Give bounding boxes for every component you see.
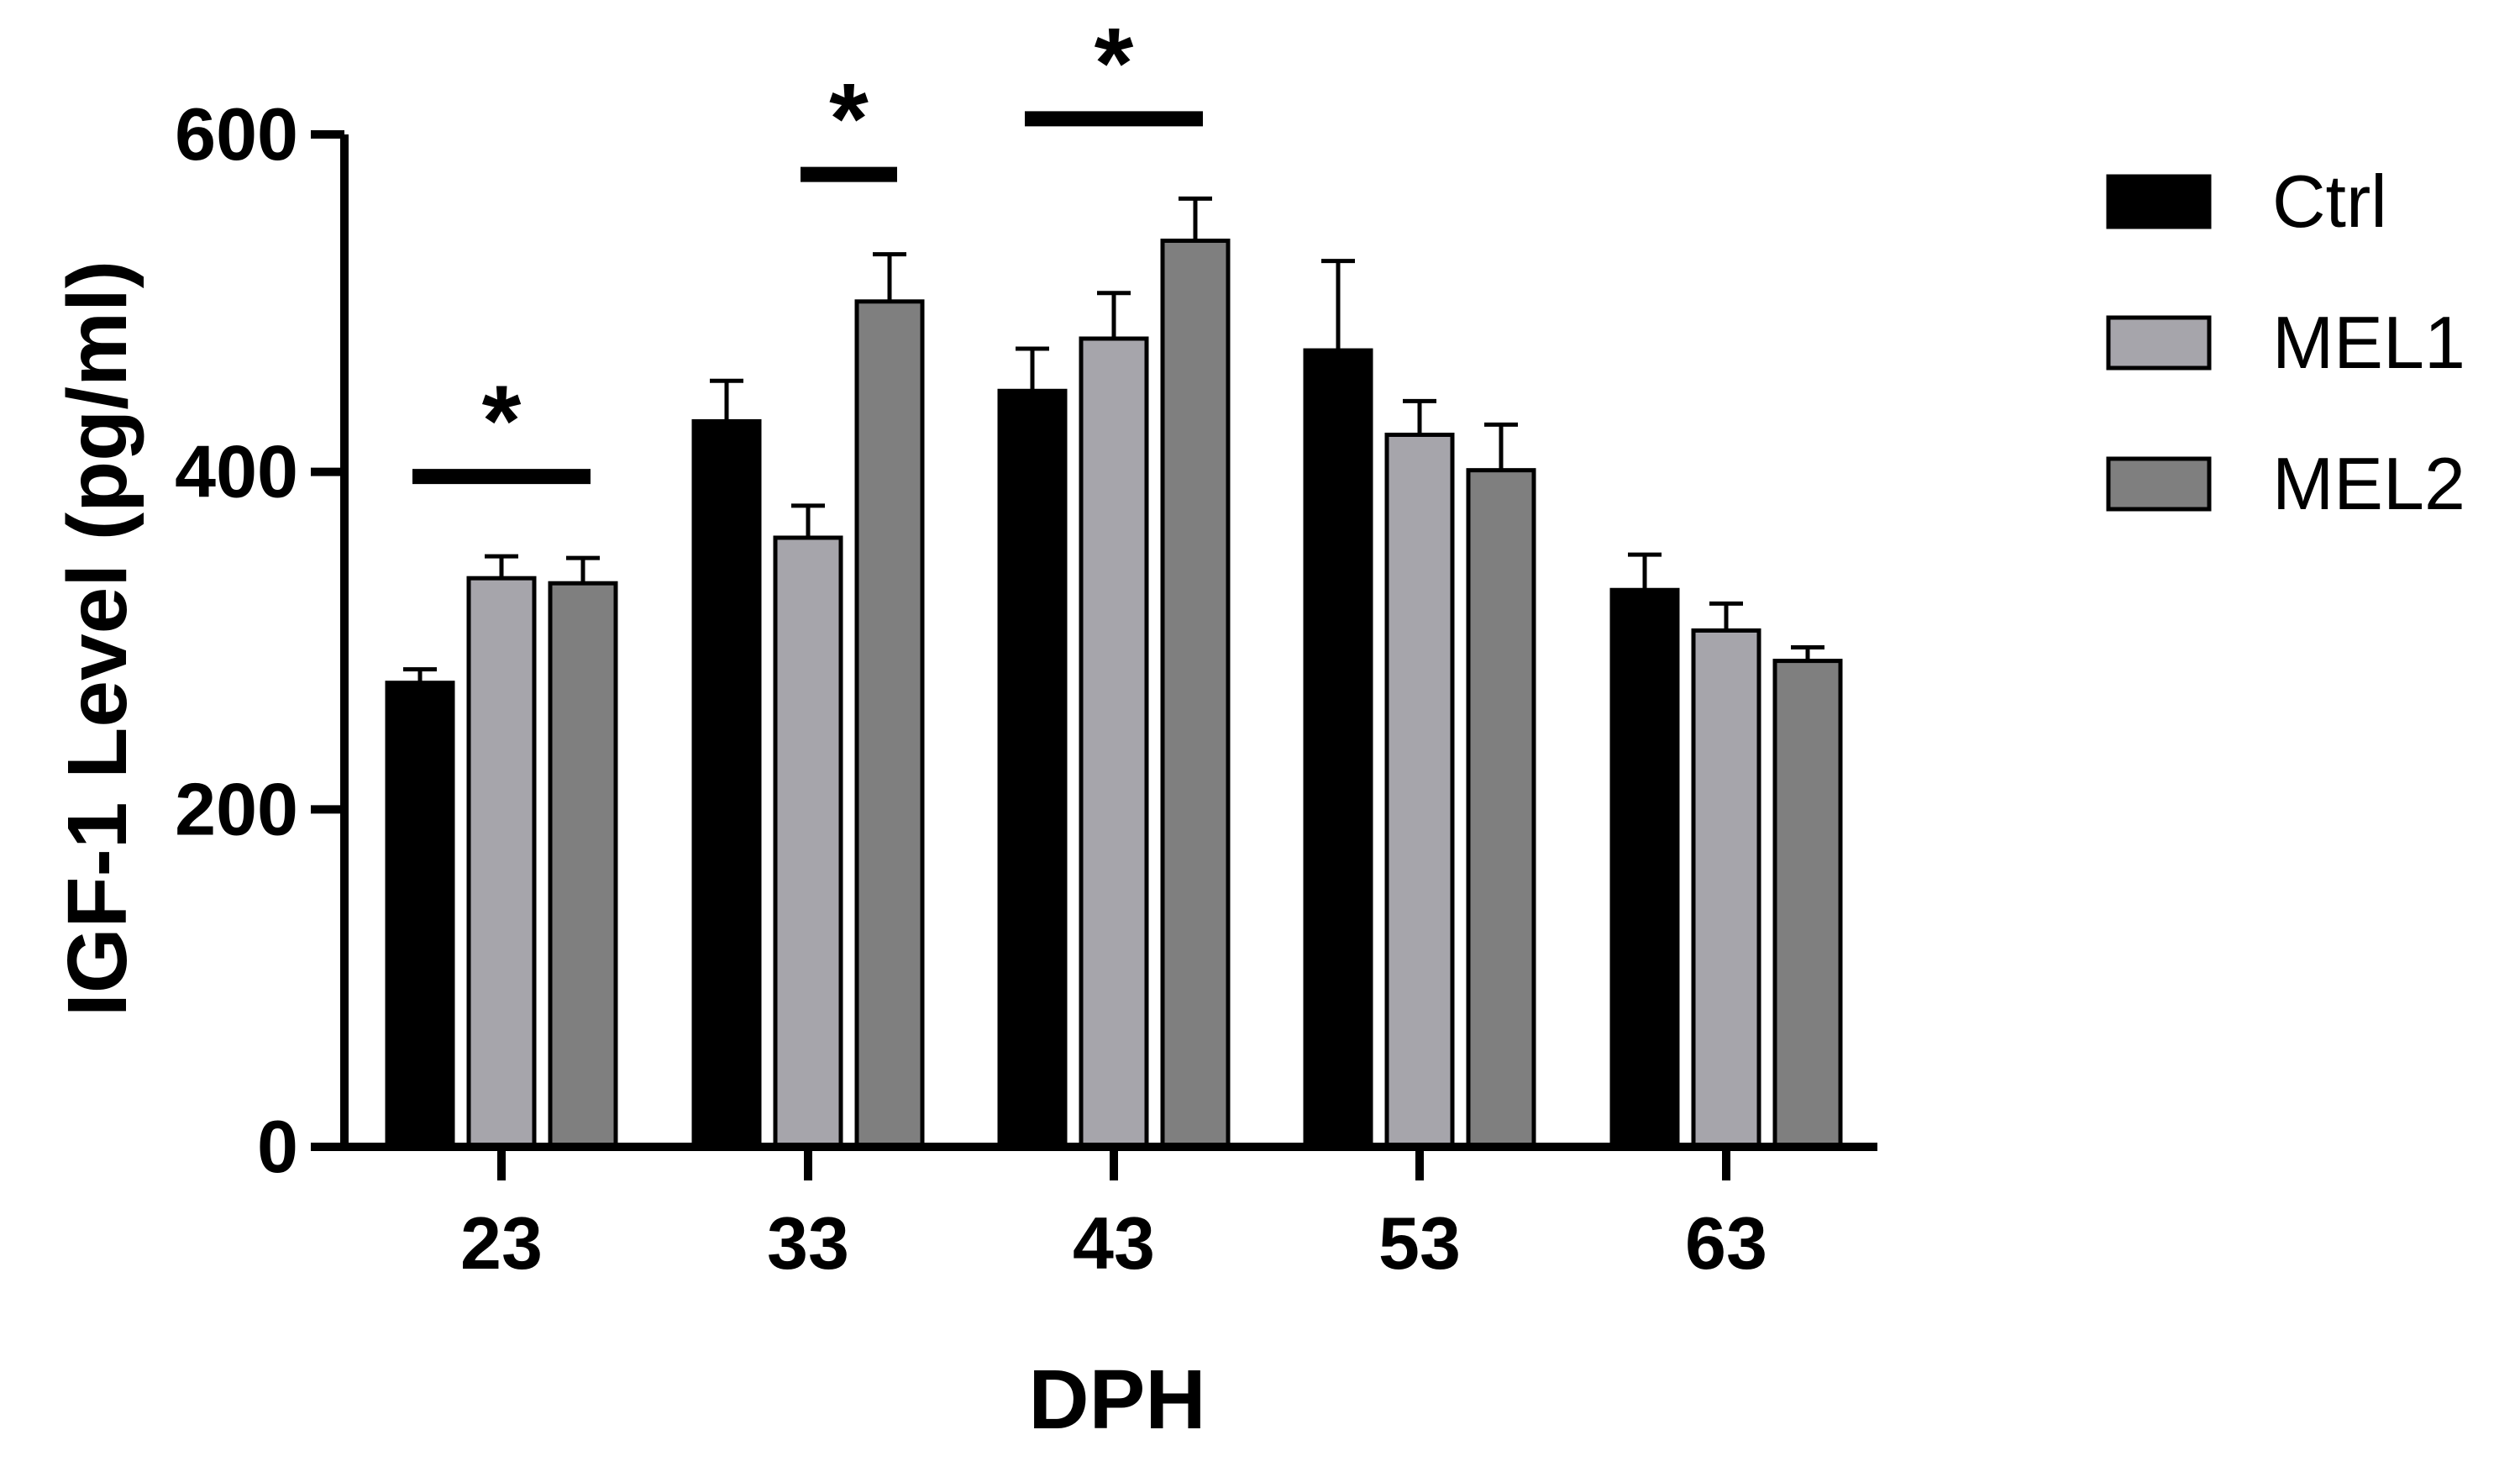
- y-tick-label: 200: [175, 767, 298, 850]
- y-tick-label: 600: [175, 92, 298, 176]
- axes: [340, 134, 1877, 1151]
- bar-mel2-63: [1772, 659, 1843, 1149]
- legend: Ctrl MEL1 MEL2: [2106, 160, 2465, 525]
- plot-area: * * *: [385, 7, 1843, 1149]
- legend-label-ctrl: Ctrl: [2272, 160, 2387, 243]
- significance-star: *: [1095, 7, 1134, 119]
- bar-mel1-23: [466, 576, 537, 1149]
- bar-mel2-43: [1160, 239, 1231, 1149]
- bar-mel1-63: [1691, 628, 1761, 1149]
- axis-ticks: 0 200 400 600 23 33 43 53 63: [175, 92, 1767, 1285]
- legend-label-mel1: MEL1: [2272, 301, 2465, 384]
- x-axis-title: DPH: [1028, 1353, 1205, 1447]
- bar-ctrl-53: [1303, 348, 1373, 1149]
- legend-label-mel2: MEL2: [2272, 442, 2465, 525]
- x-tick-label: 43: [1073, 1201, 1155, 1285]
- bar-ctrl-23: [385, 681, 455, 1149]
- y-tick-label: 400: [175, 430, 298, 513]
- legend-swatch-mel2: [2106, 456, 2212, 512]
- bar-mel1-53: [1384, 432, 1455, 1149]
- bar-ctrl-63: [1609, 587, 1680, 1149]
- bar-ctrl-43: [997, 388, 1068, 1149]
- legend-swatch-ctrl: [2106, 174, 2212, 229]
- legend-swatch-mel1: [2106, 315, 2212, 371]
- bar-mel1-33: [773, 535, 843, 1149]
- x-tick-label: 53: [1378, 1201, 1461, 1285]
- x-tick-label: 63: [1685, 1201, 1767, 1285]
- y-tick-label: 0: [257, 1105, 298, 1188]
- bar-ctrl-33: [691, 418, 762, 1149]
- bar-mel1-43: [1079, 336, 1149, 1149]
- bar-mel2-33: [854, 299, 925, 1149]
- significance-star: *: [482, 365, 522, 477]
- bar-mel2-23: [548, 581, 618, 1149]
- y-axis-title: IGF-1 Level (pg/ml): [50, 260, 144, 1017]
- significance-star: *: [829, 63, 869, 176]
- bar-mel2-53: [1466, 468, 1536, 1149]
- x-tick-label: 33: [767, 1201, 849, 1285]
- x-tick-label: 23: [460, 1201, 543, 1285]
